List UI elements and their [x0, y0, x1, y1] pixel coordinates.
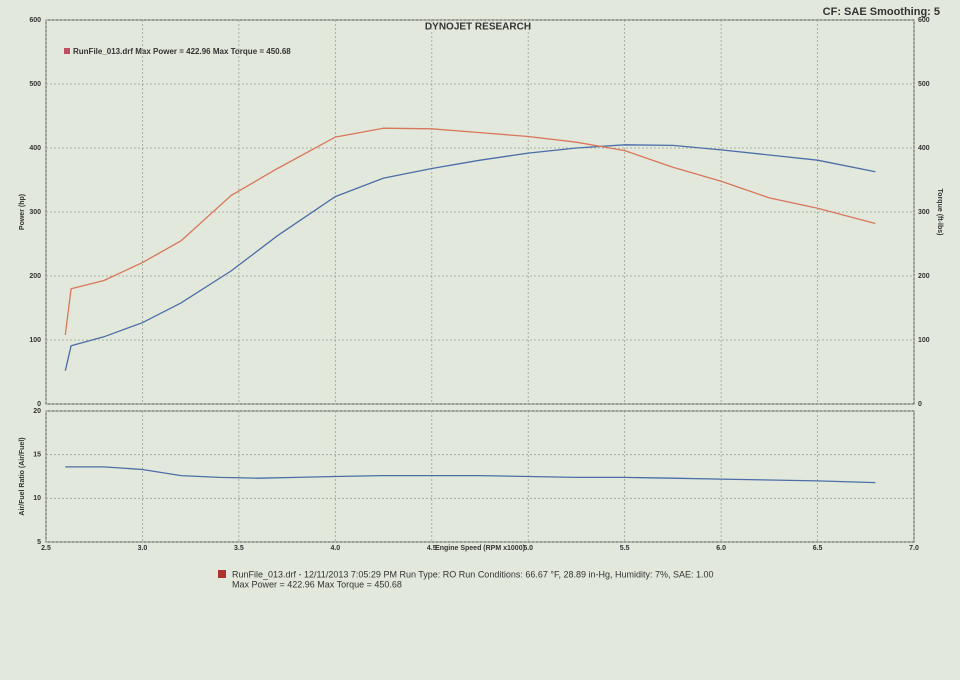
y-tick-label: 300: [29, 209, 41, 216]
x-tick-label: 3.5: [234, 545, 244, 552]
data-line: [65, 466, 876, 484]
footer-line: RunFile_013.drf - 12/11/2013 7:05:29 PM …: [232, 569, 714, 579]
data-line: [64, 127, 876, 335]
y2-tick-label: 100: [918, 337, 930, 344]
chart-settings: CF: SAE Smoothing: 5: [823, 6, 940, 18]
y2-tick-label: 600: [918, 17, 930, 24]
y2-tick-label: 0: [918, 401, 922, 408]
footer-line: Max Power = 422.96 Max Torque = 450.68: [232, 579, 402, 589]
legend-swatch: [64, 48, 70, 54]
x-tick-label: 2.5: [41, 545, 51, 552]
y-tick-label: 500: [29, 81, 41, 88]
x-tick-label: 6.0: [716, 545, 726, 552]
y2-tick-label: 500: [918, 81, 930, 88]
y2-tick-label: 300: [918, 209, 930, 216]
y-axis-label: Power (hp): [19, 194, 26, 230]
x-axis-label: Engine Speed (RPM x1000): [435, 545, 525, 552]
y-tick-label: 100: [29, 337, 41, 344]
x-tick-label: 4.5: [427, 545, 437, 552]
y-tick-label: 20: [33, 408, 41, 415]
y-tick-label: 15: [33, 452, 41, 459]
y2-tick-label: 200: [918, 273, 930, 280]
x-tick-label: 5.0: [523, 545, 533, 552]
x-tick-label: 7.0: [909, 545, 919, 552]
y-tick-label: 0: [37, 401, 41, 408]
y-tick-label: 400: [29, 145, 41, 152]
data-line: [64, 144, 876, 371]
x-tick-label: 3.0: [138, 545, 148, 552]
y-tick-label: 5: [37, 539, 41, 546]
y-tick-label: 10: [33, 495, 41, 502]
y-tick-label: 200: [29, 273, 41, 280]
legend-text: RunFile_013.drf Max Power = 422.96 Max T…: [73, 47, 291, 56]
chart-title: DYNOJET RESEARCH: [425, 22, 531, 33]
footer-swatch: [218, 570, 226, 578]
x-tick-label: 4.0: [330, 545, 340, 552]
y2-axis-label: Torque (ft-lbs): [936, 189, 943, 236]
y-axis-label: Air/Fuel Ratio (Air/Fuel): [19, 437, 26, 515]
y2-tick-label: 400: [918, 145, 930, 152]
y-tick-label: 600: [29, 17, 41, 24]
x-tick-label: 6.5: [813, 545, 823, 552]
x-tick-label: 5.5: [620, 545, 630, 552]
